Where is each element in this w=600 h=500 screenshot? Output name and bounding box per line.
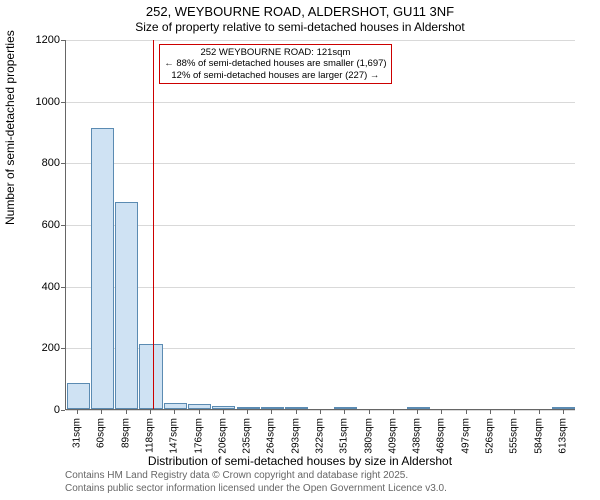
x-tick-label: 555sqm — [509, 418, 520, 454]
grid-line — [66, 163, 575, 164]
histogram-bar — [334, 407, 357, 409]
x-tick-mark — [223, 410, 224, 414]
y-tick-label: 200 — [10, 342, 60, 354]
grid-line — [66, 40, 575, 41]
y-tick-mark — [61, 225, 65, 226]
grid-line — [66, 225, 575, 226]
x-tick-label: 60sqm — [96, 418, 107, 448]
y-axis-label: Number of semi-detached properties — [3, 30, 17, 225]
attribution-line-2: Contains public sector information licen… — [65, 483, 447, 494]
histogram-bar — [261, 407, 284, 409]
annotation-line: 12% of semi-detached houses are larger (… — [164, 70, 386, 81]
chart-subtitle: Size of property relative to semi-detach… — [0, 20, 600, 34]
x-tick-mark — [441, 410, 442, 414]
y-tick-mark — [61, 40, 65, 41]
x-tick-mark — [490, 410, 491, 414]
annotation-line: ← 88% of semi-detached houses are smalle… — [164, 58, 386, 69]
attribution-line-1: Contains HM Land Registry data © Crown c… — [65, 470, 408, 481]
x-tick-mark — [199, 410, 200, 414]
histogram-bar — [188, 404, 211, 409]
y-tick-label: 400 — [10, 281, 60, 293]
x-tick-label: 176sqm — [193, 418, 204, 454]
x-tick-mark — [77, 410, 78, 414]
y-tick-label: 600 — [10, 219, 60, 231]
x-axis-label: Distribution of semi-detached houses by … — [0, 454, 600, 468]
x-tick-mark — [150, 410, 151, 414]
x-tick-label: 147sqm — [169, 418, 180, 454]
reference-line — [153, 40, 154, 409]
plot-area: 252 WEYBOURNE ROAD: 121sqm← 88% of semi-… — [65, 40, 575, 410]
annotation-box: 252 WEYBOURNE ROAD: 121sqm← 88% of semi-… — [159, 44, 391, 84]
x-tick-label: 89sqm — [120, 418, 131, 448]
x-tick-mark — [344, 410, 345, 414]
y-tick-label: 0 — [10, 404, 60, 416]
x-tick-mark — [514, 410, 515, 414]
x-tick-label: 235sqm — [242, 418, 253, 454]
x-tick-label: 206sqm — [217, 418, 228, 454]
histogram-bar — [115, 202, 138, 409]
x-tick-mark — [417, 410, 418, 414]
x-tick-mark — [320, 410, 321, 414]
x-tick-label: 322sqm — [315, 418, 326, 454]
x-tick-label: 380sqm — [363, 418, 374, 454]
grid-line — [66, 102, 575, 103]
x-tick-label: 584sqm — [533, 418, 544, 454]
histogram-bar — [237, 407, 260, 409]
x-tick-label: 438sqm — [412, 418, 423, 454]
x-tick-mark — [126, 410, 127, 414]
x-tick-label: 293sqm — [290, 418, 301, 454]
x-tick-label: 409sqm — [387, 418, 398, 454]
chart-title-address: 252, WEYBOURNE ROAD, ALDERSHOT, GU11 3NF — [0, 4, 600, 19]
annotation-line: 252 WEYBOURNE ROAD: 121sqm — [164, 47, 386, 58]
x-tick-mark — [101, 410, 102, 414]
x-tick-label: 118sqm — [145, 418, 156, 453]
y-tick-label: 1000 — [10, 96, 60, 108]
x-tick-mark — [271, 410, 272, 414]
x-tick-mark — [369, 410, 370, 414]
y-tick-mark — [61, 287, 65, 288]
y-tick-label: 1200 — [10, 34, 60, 46]
y-tick-mark — [61, 348, 65, 349]
x-tick-label: 497sqm — [460, 418, 471, 454]
histogram-bar — [407, 407, 430, 409]
y-tick-mark — [61, 163, 65, 164]
histogram-bar — [212, 406, 235, 409]
x-tick-mark — [539, 410, 540, 414]
x-tick-label: 264sqm — [266, 418, 277, 454]
histogram-bar — [552, 407, 575, 409]
x-tick-label: 468sqm — [436, 418, 447, 454]
x-tick-label: 526sqm — [485, 418, 496, 454]
y-tick-label: 800 — [10, 157, 60, 169]
x-tick-mark — [174, 410, 175, 414]
x-tick-label: 31sqm — [72, 418, 83, 448]
histogram-bar — [91, 128, 114, 409]
x-tick-mark — [563, 410, 564, 414]
y-tick-mark — [61, 410, 65, 411]
x-tick-label: 613sqm — [557, 418, 568, 454]
x-tick-mark — [296, 410, 297, 414]
y-tick-mark — [61, 102, 65, 103]
x-tick-label: 351sqm — [339, 418, 350, 454]
x-tick-mark — [393, 410, 394, 414]
property-size-chart: 252, WEYBOURNE ROAD, ALDERSHOT, GU11 3NF… — [0, 0, 600, 500]
histogram-bar — [285, 407, 308, 409]
x-tick-mark — [466, 410, 467, 414]
histogram-bar — [164, 403, 187, 409]
grid-line — [66, 287, 575, 288]
x-tick-mark — [247, 410, 248, 414]
histogram-bar — [139, 344, 162, 409]
histogram-bar — [67, 383, 90, 409]
